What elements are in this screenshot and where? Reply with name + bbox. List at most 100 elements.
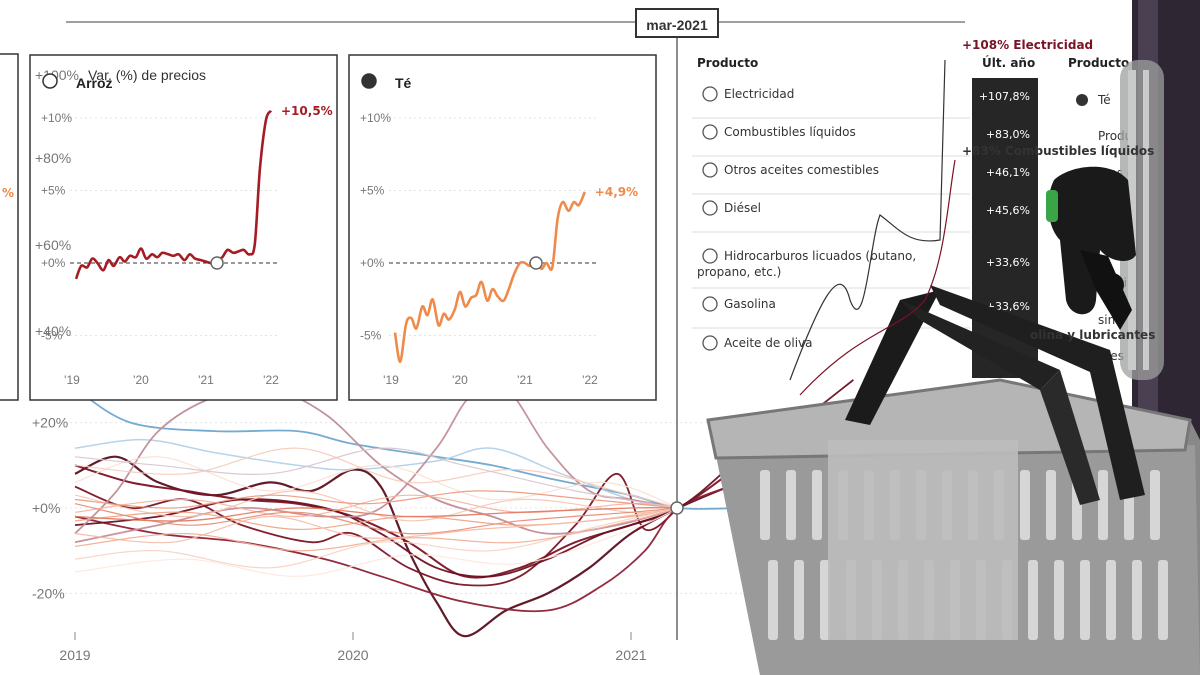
panel-date-marker [529, 256, 543, 270]
tea-icon [1076, 94, 1088, 106]
main-y-axis: +20% +0% -20% [32, 415, 68, 602]
panel-arroz: +100%+80%+60%+40%+10%+5%+0%-5%'19'20'21 '… [29, 54, 338, 401]
panel-x-tick: '20 [452, 373, 468, 387]
shopping-basket-image [706, 285, 1200, 675]
table-header-value: Últ. año [982, 55, 1035, 70]
main-x-tick: 2021 [615, 647, 646, 663]
rice-icon [42, 73, 58, 89]
table-row-name: Diésel [724, 201, 761, 215]
panel-end-label: +4,9% [595, 185, 638, 199]
main-y-tick: +0% [32, 500, 60, 516]
main-x-tick: 2019 [59, 647, 90, 663]
panel-te: +10% +5% +0% -5% '19 '20 '21 '22 Té +4,9% [348, 54, 657, 401]
table-row-name: Combustibles líquidos [724, 125, 856, 139]
pump-icon [702, 200, 718, 216]
bulb-icon [702, 86, 718, 102]
main-chart: +20% +0% -20% 2019 2020 2021 [32, 22, 1200, 663]
panel-y-tick: +0% [41, 256, 66, 270]
panel-x-tick: '19 [64, 373, 80, 387]
combustibles-trend-line [799, 159, 956, 396]
table-row-value: +33,6% [986, 256, 1030, 269]
panel-y-tick: +10% [41, 111, 72, 125]
main-series-line [74, 447, 679, 509]
table-row-name: Electricidad [724, 87, 794, 101]
table-row-name: Gasolina [724, 297, 776, 311]
panel-frame [29, 54, 338, 401]
panel-y-tick: -5% [41, 329, 63, 343]
table-row: Diésel +45,6% [692, 200, 1030, 233]
main-series-line [74, 490, 679, 522]
panel-end-label: +10,5% [281, 104, 333, 118]
ghost-tick: +60% [35, 237, 71, 253]
panel-series-line [74, 109, 273, 280]
right-table-item: sin [1098, 313, 1115, 327]
main-series-line [74, 507, 679, 522]
ghost-tick: +80% [35, 150, 71, 166]
gas-bottle-icon [702, 248, 718, 264]
panel-y-tick: +0% [360, 256, 385, 270]
main-series-line [74, 494, 679, 518]
pump-icon [702, 296, 718, 312]
right-table-item: Té [1097, 93, 1111, 107]
ghost-tick: +40% [35, 323, 71, 339]
table-header-product: Producto [697, 56, 758, 70]
panel-x-tick: '21 [517, 373, 533, 387]
table-row-value: +83,0% [986, 128, 1030, 141]
tea-icon [361, 73, 377, 89]
date-marker-point [670, 501, 684, 515]
table-row: Combustibles líquidos +83,0% [692, 124, 1030, 157]
table-row-name: Otros aceites comestibles [724, 163, 879, 177]
annotation-electricidad: +108% Electricidad [962, 38, 1093, 52]
table-row: Aceite de oliva [702, 335, 813, 351]
main-x-tick: 2020 [337, 647, 368, 663]
main-x-axis: 2019 2020 2021 [59, 632, 647, 663]
main-series-line [74, 503, 679, 535]
table-row-value: +46,1% [986, 166, 1030, 179]
main-series-line [74, 507, 679, 577]
main-series-line [74, 438, 679, 509]
table-header-product-2: Producto [1068, 56, 1129, 70]
annotation-combustibles: +83% Combustibles líquidos [962, 144, 1154, 158]
main-series-line [74, 456, 679, 509]
main-series-line [74, 507, 679, 552]
panel-x-tick: '20 [133, 373, 149, 387]
main-series-line [74, 387, 743, 510]
table-row: Otros aceites comestibles +46,1% [692, 162, 1030, 195]
main-series-line [74, 386, 679, 535]
bottle-icon [702, 335, 718, 351]
panel-frame [348, 54, 657, 401]
cut-panel-label: % [2, 186, 14, 200]
panel-x-tick: '22 [263, 373, 279, 387]
main-series-line [74, 481, 743, 613]
table-row-name: Aceite de oliva [724, 336, 813, 350]
main-series-line [74, 507, 679, 569]
main-series-line [74, 490, 679, 509]
panel-x-tick: '22 [582, 373, 598, 387]
panel-title: Arroz [76, 75, 113, 91]
main-series-line [74, 447, 679, 509]
table-row: Electricidad +107,8% [692, 86, 1030, 119]
panel-subtitle: Var. (%) de precios [88, 67, 206, 83]
main-y-tick: +20% [32, 415, 68, 431]
panel-x-tick: '19 [383, 373, 399, 387]
main-series-group [74, 379, 854, 638]
panel-title: Té [395, 75, 412, 91]
main-series-line [74, 507, 679, 544]
table-row-name: Hidrocarburos licuados (butano, [724, 249, 916, 263]
bottle-icon [702, 162, 718, 178]
panel-y-tick: +5% [360, 184, 385, 198]
date-label: mar-2021 [635, 8, 719, 38]
table-row: Hidrocarburos licuados (butano, propano, … [692, 248, 1030, 289]
table-row-value: +45,6% [986, 204, 1030, 217]
table-row-name-cont: propano, etc.) [697, 265, 781, 279]
panel-y-tick: -5% [360, 329, 382, 343]
panel-y-tick: +5% [41, 184, 66, 198]
panel-series-line [393, 191, 586, 363]
panel-x-tick: '21 [198, 373, 214, 387]
electricidad-trend-line [789, 59, 946, 381]
annotation-lubricantes: olina y lubricantes [1030, 328, 1155, 342]
panel-date-marker [210, 256, 224, 270]
table-row-value: +107,8% [979, 90, 1030, 103]
main-y-tick: -20% [32, 585, 65, 601]
